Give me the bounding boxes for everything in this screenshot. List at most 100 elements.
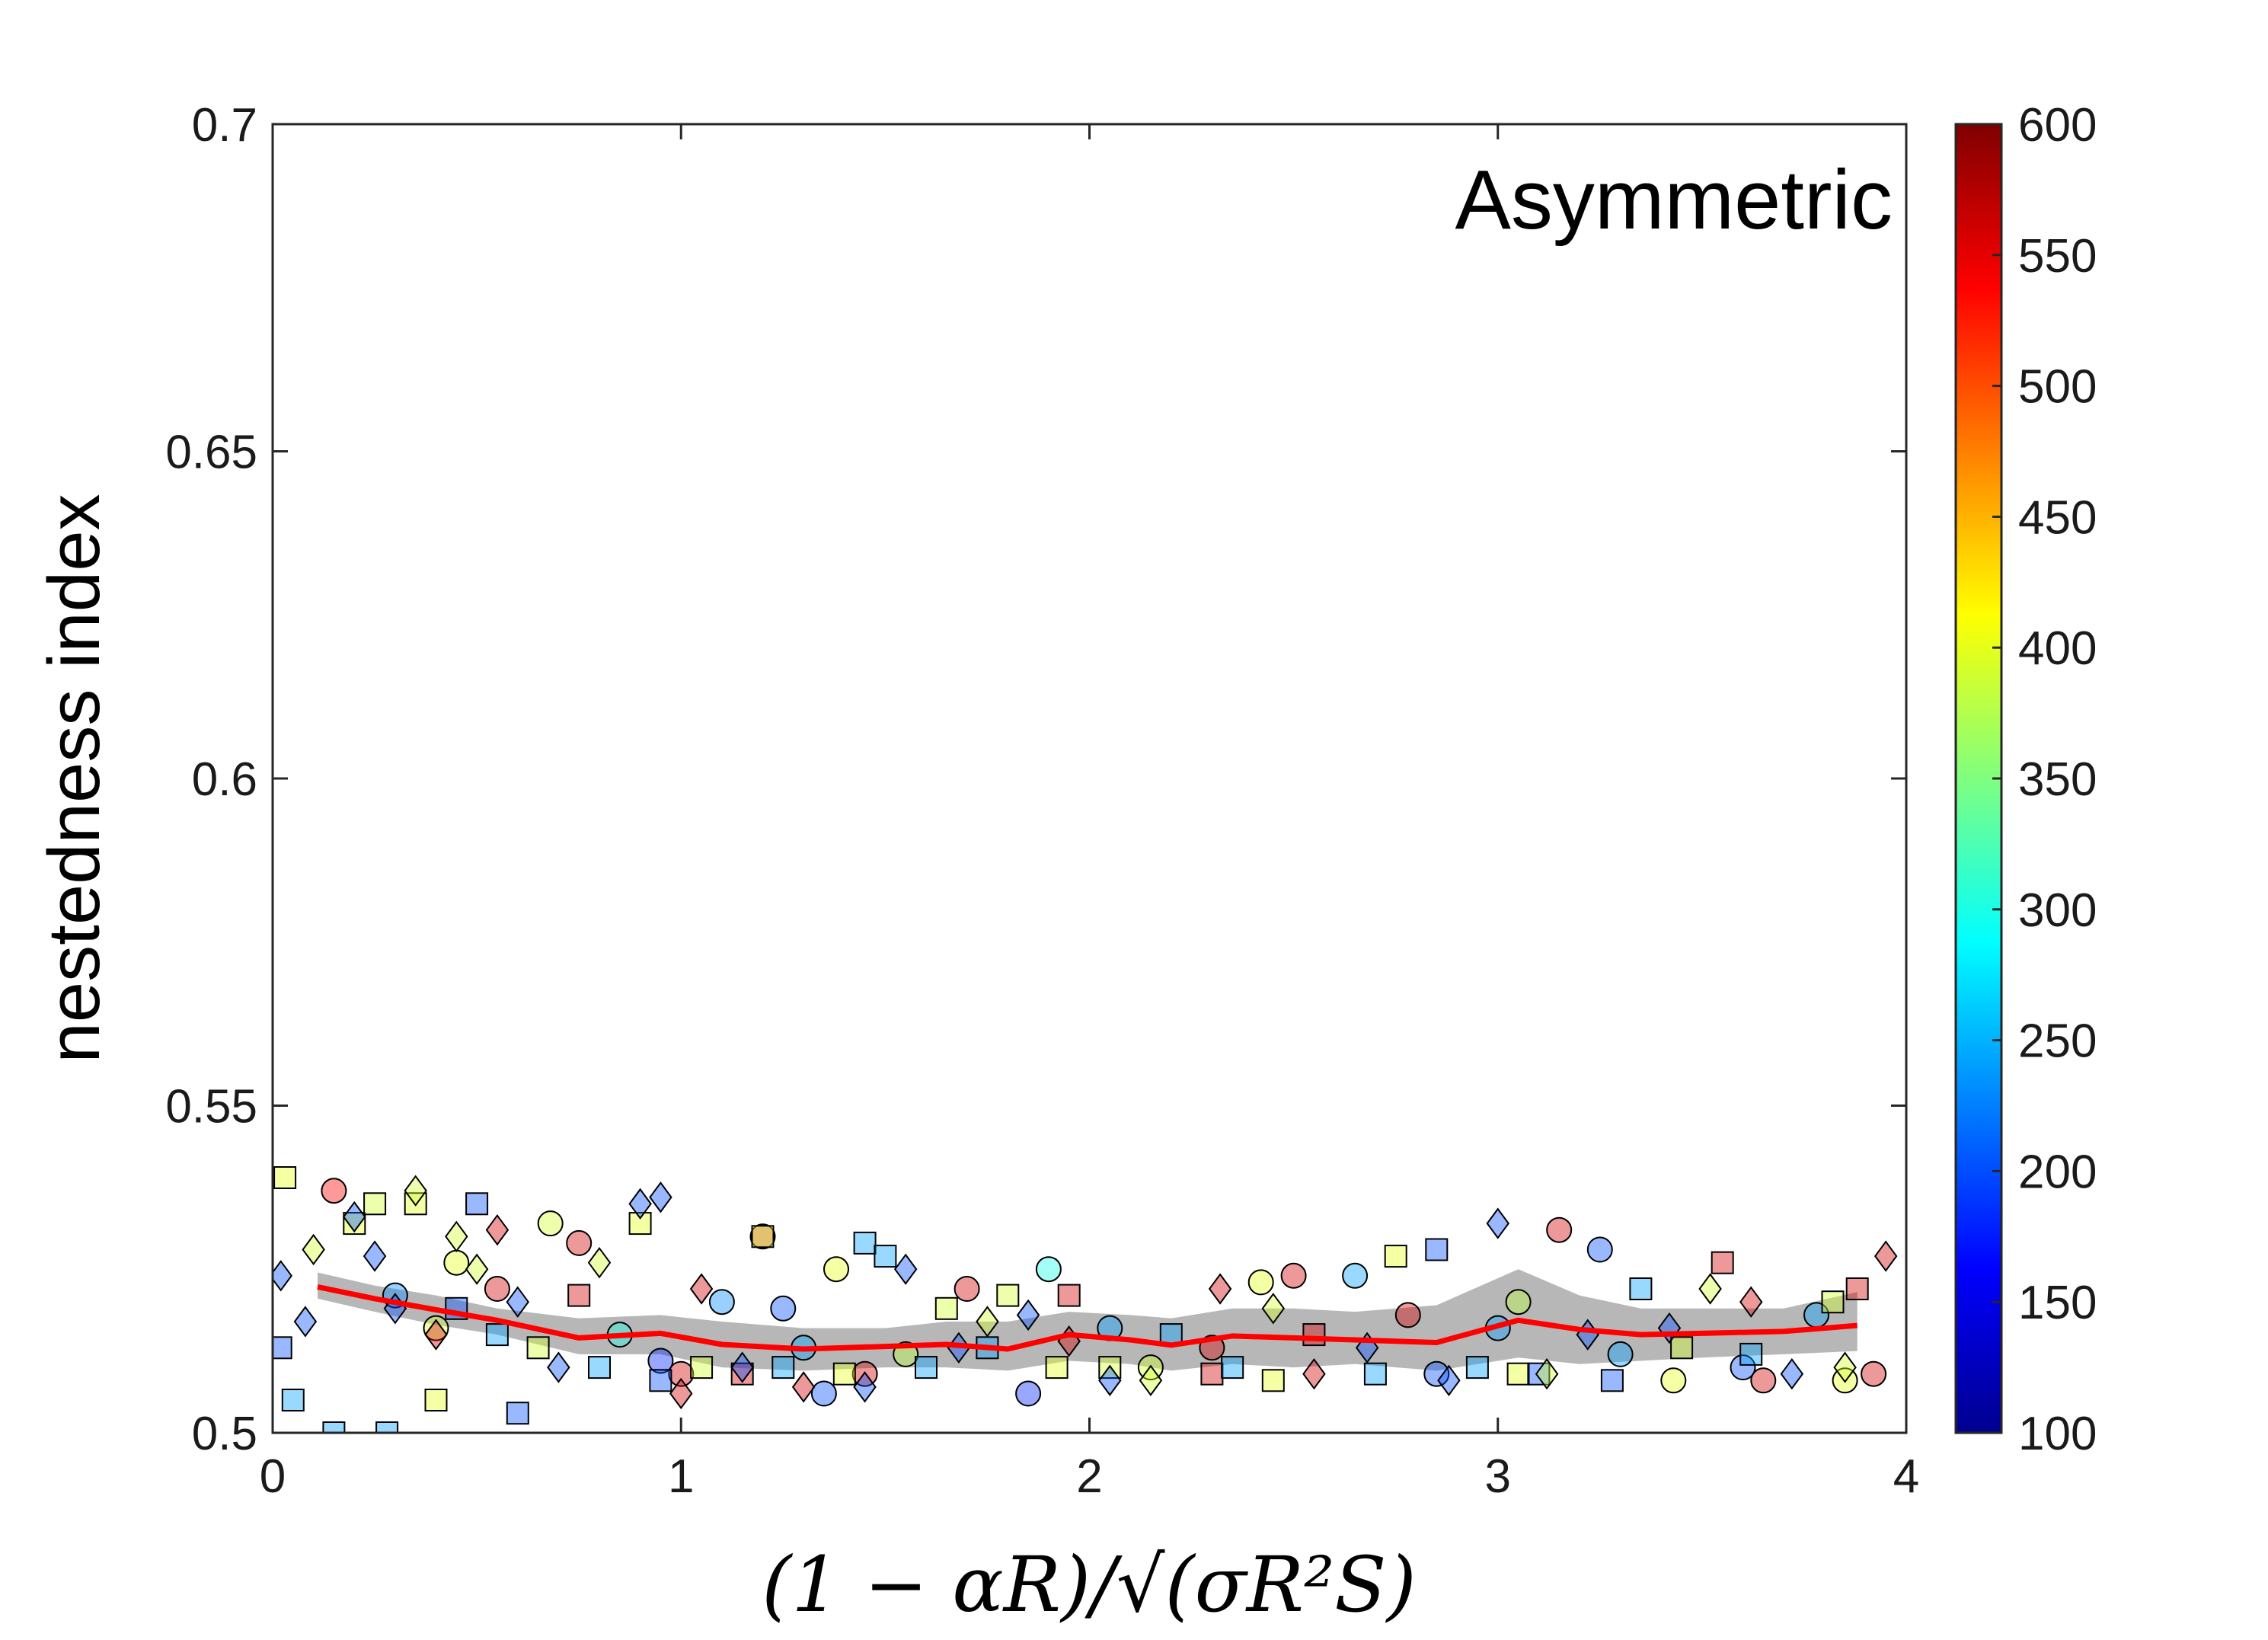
data-point-square — [363, 1192, 387, 1216]
data-point-circle — [1750, 1367, 1777, 1394]
data-point-diamond — [689, 1273, 714, 1305]
data-point-diamond — [853, 1371, 877, 1403]
data-point-diamond — [730, 1351, 754, 1383]
x-tick-label: 4 — [1893, 1450, 1919, 1503]
data-point-diamond — [1261, 1293, 1286, 1325]
data-point-square — [628, 1212, 652, 1236]
data-point-square — [1711, 1251, 1734, 1274]
data-point-circle — [1035, 1256, 1062, 1283]
data-point-square — [996, 1284, 1020, 1307]
data-point-circle — [1730, 1354, 1756, 1381]
y-tick-label: 0.6 — [192, 753, 257, 806]
x-tick-label: 1 — [668, 1450, 694, 1503]
data-point-square — [751, 1225, 775, 1248]
colorbar-tick-label: 600 — [2018, 99, 2097, 152]
data-point-square — [1302, 1323, 1326, 1347]
colorbar-tick-label: 550 — [2018, 230, 2097, 283]
colorbar-tick-label: 350 — [2018, 753, 2097, 806]
colorbar-tick-label: 100 — [2018, 1408, 2097, 1460]
data-point-square — [1629, 1277, 1653, 1300]
plot-background — [273, 124, 1906, 1433]
data-point-circle — [1505, 1289, 1532, 1316]
colorbar: 100 150 200 250 300 350 400 450 500 550 … — [1954, 99, 2097, 1460]
y-axis-label: nestedness index — [34, 494, 115, 1063]
data-point-square — [322, 1421, 346, 1433]
scatter-points-layer — [273, 1166, 1898, 1433]
colorbar-tick-label: 200 — [2018, 1146, 2097, 1198]
data-point-square — [832, 1362, 856, 1386]
data-point-square — [730, 1362, 754, 1386]
data-point-diamond — [1739, 1286, 1763, 1318]
data-point-square — [1261, 1369, 1285, 1392]
mean-line-layer — [317, 1284, 1858, 1352]
data-point-square — [690, 1356, 714, 1379]
data-point-circle — [668, 1360, 695, 1387]
x-tick-label: 0 — [260, 1450, 286, 1503]
data-point-square — [1506, 1362, 1530, 1386]
colorbar-tick-label: 150 — [2018, 1277, 2097, 1329]
confidence-band-layer — [318, 1269, 1858, 1371]
data-point-square — [1057, 1284, 1081, 1307]
data-point-circle — [1394, 1302, 1421, 1328]
data-point-circle — [321, 1178, 347, 1204]
data-point-diamond — [465, 1253, 489, 1285]
colorbar-tick-marks — [1992, 123, 2001, 1434]
x-axis-label: (1 − αR)/√(σR²S) — [762, 1540, 1416, 1629]
data-point-diamond — [424, 1319, 448, 1351]
data-point-diamond — [1098, 1364, 1122, 1396]
data-point-diamond — [363, 1240, 387, 1272]
data-point-diamond — [669, 1377, 693, 1410]
colorbar-tick-label: 450 — [2018, 491, 2097, 544]
data-point-square — [1045, 1356, 1069, 1379]
chart-annotation: Asymmetric — [1455, 153, 1893, 247]
data-point-circle — [423, 1315, 449, 1341]
data-point-diamond — [293, 1306, 318, 1338]
x-tick-marks — [271, 124, 1908, 1433]
data-point-square — [853, 1231, 877, 1255]
data-point-circle — [823, 1256, 849, 1283]
mean-line — [317, 1284, 1858, 1352]
data-point-square — [485, 1323, 509, 1347]
data-point-circle — [749, 1223, 776, 1250]
data-point-square — [273, 1336, 292, 1360]
data-point-diamond — [649, 1181, 672, 1213]
colorbar-tick-label: 250 — [2018, 1015, 2097, 1068]
data-point-circle — [1280, 1262, 1307, 1289]
data-point-circle — [647, 1347, 674, 1374]
data-point-diamond — [1016, 1299, 1040, 1332]
data-point-diamond — [1139, 1364, 1163, 1396]
data-point-square — [375, 1421, 399, 1433]
data-point-diamond — [445, 1220, 468, 1252]
data-point-diamond — [302, 1233, 325, 1266]
data-point-circle — [810, 1380, 837, 1407]
data-point-diamond — [791, 1371, 816, 1403]
data-point-square — [1600, 1369, 1624, 1392]
colorbar-tick-label: 500 — [2018, 361, 2097, 414]
data-point-diamond — [506, 1286, 529, 1318]
data-point-circle — [1861, 1360, 1887, 1387]
data-point-square — [465, 1192, 489, 1216]
data-point-diamond — [1437, 1364, 1461, 1396]
data-point-diamond — [1535, 1358, 1559, 1390]
x-tick-labels: 0 1 2 3 4 — [260, 1450, 1919, 1503]
data-point-diamond — [1208, 1273, 1232, 1305]
confidence-band — [318, 1269, 1858, 1371]
y-tick-label: 0.65 — [165, 427, 257, 479]
data-point-square — [1200, 1362, 1224, 1386]
data-point-square — [1363, 1362, 1387, 1386]
data-point-diamond — [1833, 1351, 1857, 1383]
data-point-square — [1821, 1290, 1845, 1314]
data-point-square — [1221, 1356, 1244, 1379]
data-point-circle — [443, 1249, 470, 1276]
y-tick-label: 0.7 — [192, 99, 257, 152]
data-point-diamond — [893, 1253, 918, 1285]
data-point-diamond — [404, 1175, 427, 1207]
colorbar-tick-labels: 100 150 200 250 300 350 400 450 500 550 … — [2018, 99, 2097, 1460]
y-tick-marks — [273, 123, 1906, 1434]
data-point-circle — [566, 1229, 593, 1256]
data-point-circle — [484, 1276, 510, 1302]
data-point-square — [915, 1356, 938, 1379]
data-point-circle — [1342, 1262, 1369, 1289]
data-point-circle — [954, 1276, 980, 1302]
data-point-square — [1527, 1362, 1551, 1386]
